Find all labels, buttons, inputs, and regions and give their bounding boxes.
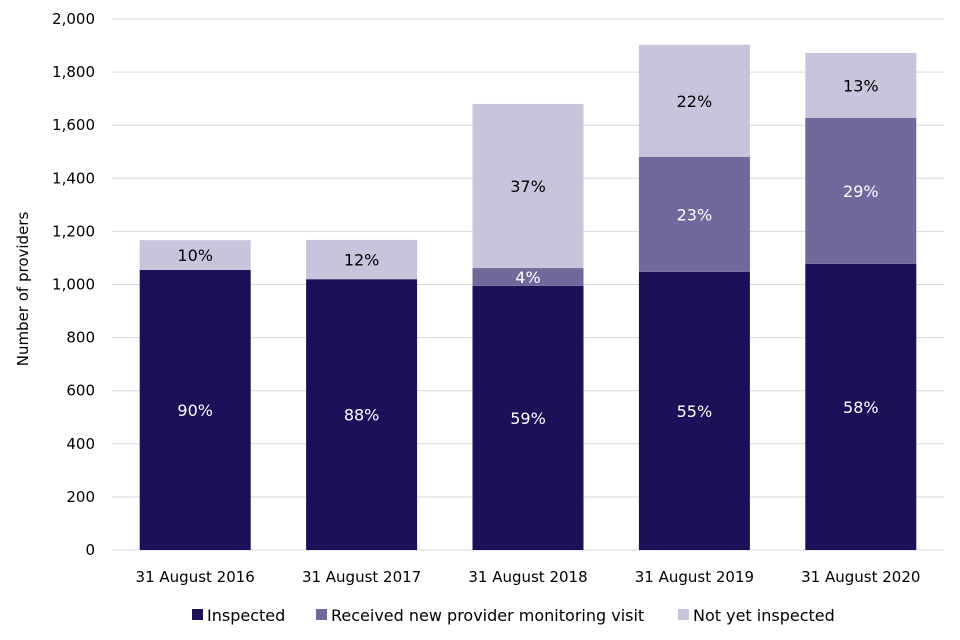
legend-label: Not yet inspected (693, 606, 835, 625)
legend-swatch (316, 609, 327, 620)
bar-segment (805, 52, 917, 118)
data-label: 10% (177, 246, 213, 265)
data-labels: 90% 10% 88% 12% 59% 4% 37% 55% 23% 22% 58% 29% 13% (177, 76, 878, 428)
y-axis-title: Number of providers (14, 212, 32, 367)
bar-segment (472, 285, 584, 550)
x-tick-label: 31 August 2016 (136, 568, 255, 586)
y-tick-label: 1,800 (52, 63, 95, 81)
data-label: 88% (344, 406, 380, 425)
legend: Inspected Received new provider monitorin… (192, 606, 835, 625)
bar-segment (306, 239, 418, 280)
y-tick-label: 1,600 (52, 116, 95, 134)
data-label: 22% (677, 92, 713, 111)
x-tick-label: 31 August 2018 (468, 568, 587, 586)
data-label: 4% (515, 268, 540, 287)
bar-segment (472, 268, 584, 286)
bar-segment (638, 44, 750, 157)
y-tick-label: 1,400 (52, 169, 95, 187)
y-tick-label: 600 (66, 382, 95, 400)
data-label: 90% (177, 401, 213, 420)
x-tick-label: 31 August 2020 (801, 568, 920, 586)
bar-segment (139, 240, 251, 270)
data-label: 23% (677, 205, 713, 224)
bar-segment (306, 279, 418, 550)
bars (139, 44, 917, 550)
legend-swatch (678, 609, 689, 620)
y-tick-label: 200 (66, 488, 95, 506)
data-label: 55% (677, 402, 713, 421)
legend-swatch (192, 609, 203, 620)
bar-segment (805, 117, 917, 264)
legend-label: Inspected (207, 606, 285, 625)
y-tick-label: 400 (66, 435, 95, 453)
bar-segment (805, 263, 917, 550)
data-label: 59% (510, 409, 546, 428)
legend-label: Received new provider monitoring visit (331, 606, 644, 625)
y-tick-label: 1,000 (52, 276, 95, 294)
y-tick-label: 1,200 (52, 222, 95, 240)
data-label: 13% (843, 76, 879, 95)
bar-segment (472, 103, 584, 269)
y-tick-label: 0 (85, 541, 95, 559)
x-tick-label: 31 August 2019 (635, 568, 754, 586)
data-label: 12% (344, 251, 380, 270)
y-tick-label: 2,000 (52, 10, 95, 28)
data-label: 37% (510, 177, 546, 196)
bar-segment (638, 271, 750, 550)
bar-segment (139, 269, 251, 550)
y-tick-label: 800 (66, 329, 95, 347)
data-label: 58% (843, 398, 879, 417)
bar-segment (638, 156, 750, 272)
data-label: 29% (843, 182, 879, 201)
axes: 0 200 400 600 800 1,000 1,200 1,400 1,600 1,800 2,… (52, 10, 920, 586)
x-tick-label: 31 August 2017 (302, 568, 421, 586)
